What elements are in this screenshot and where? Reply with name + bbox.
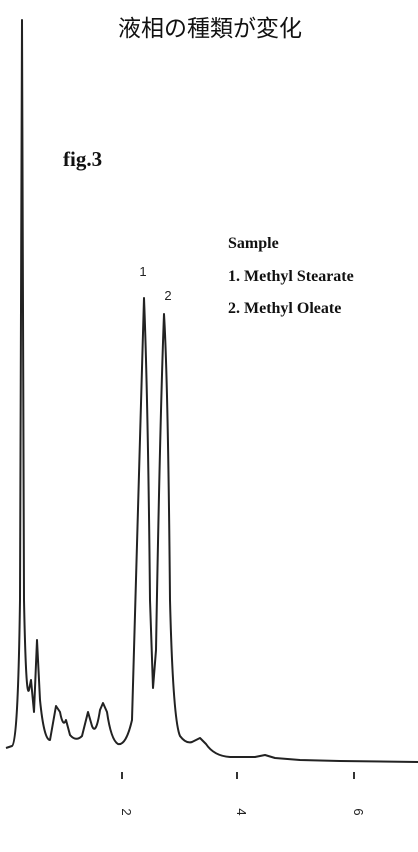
peak-label: 1 [139, 264, 146, 279]
x-tick-label: 6 [351, 808, 366, 815]
legend-item: 1. Methyl Stearate [228, 268, 354, 285]
peak-label: 2 [164, 288, 171, 303]
title: 液相の種類が変化 [118, 16, 302, 42]
x-tick-label: 4 [234, 808, 249, 815]
figure-label: fig.3 [63, 147, 102, 171]
x-tick-label: 2 [119, 808, 134, 815]
legend-item: 2. Methyl Oleate [228, 300, 341, 317]
chromatogram-trace [5, 19, 418, 763]
legend-title: Sample [228, 235, 279, 252]
